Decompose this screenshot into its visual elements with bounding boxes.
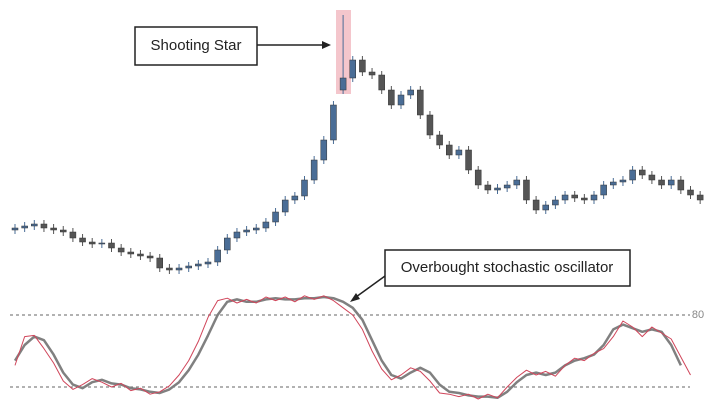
candle-body (561, 194, 569, 201)
candle-body (484, 184, 492, 191)
candle-body (233, 231, 241, 239)
candle-body (658, 179, 665, 186)
oscillator-line (14, 295, 691, 400)
candle-body (667, 179, 675, 186)
candle-body (195, 263, 202, 267)
marks: 80 (10, 15, 704, 400)
arrow (355, 275, 386, 298)
candle-body (291, 195, 299, 201)
candle-body (571, 194, 578, 199)
candle-body (88, 241, 96, 245)
annotation-box (134, 26, 258, 66)
candle-body (166, 267, 173, 271)
candle-body (349, 59, 356, 79)
annotation-box (384, 249, 631, 287)
candle-body (60, 229, 67, 233)
candle-body (40, 223, 48, 229)
candle-body (137, 253, 144, 257)
candle-body (455, 149, 463, 156)
candle-body (532, 199, 540, 211)
candle-body (677, 179, 685, 191)
candle-body (69, 231, 77, 239)
candle-body (590, 194, 598, 201)
candle-body (378, 74, 385, 91)
candle-body (494, 187, 501, 191)
candle-body (214, 249, 221, 263)
candle-body (581, 197, 588, 201)
y-tick-label: 80 (692, 309, 704, 321)
candle-body (648, 174, 656, 181)
candle-body (503, 184, 511, 189)
annotation: Shooting Star (151, 37, 242, 54)
candle-body (388, 89, 395, 106)
candle-body (146, 255, 154, 259)
candle-body (320, 139, 328, 161)
candle-body (224, 237, 231, 251)
candle-body (108, 242, 115, 249)
candle-body (687, 189, 694, 196)
candle-body (272, 211, 279, 223)
candle-body (639, 169, 646, 176)
candle-body (610, 181, 617, 186)
candle-body (243, 229, 250, 233)
candle-body (513, 179, 521, 186)
candle-body (523, 179, 530, 201)
candle-body (465, 149, 472, 171)
arrow-head (350, 293, 360, 302)
candle-body (600, 184, 607, 196)
candle-body (21, 225, 28, 229)
candle-body (204, 261, 212, 265)
candle-body (359, 59, 366, 73)
candle-body (127, 251, 135, 255)
candle-body (79, 237, 86, 243)
candle-body (253, 227, 260, 231)
candle-body (629, 169, 636, 181)
candle-body (330, 104, 337, 141)
candle-body (117, 247, 125, 253)
candle-body (446, 144, 453, 156)
candle-body (50, 227, 57, 231)
candle-body (368, 71, 376, 76)
candle-body (552, 199, 559, 206)
candle-body (426, 114, 434, 136)
candle-body (436, 134, 443, 146)
candle-body (175, 267, 183, 271)
candle-body (301, 179, 308, 197)
candle-body (619, 179, 627, 183)
candle-body (98, 242, 106, 245)
candle-body (310, 159, 318, 181)
candle-body (397, 94, 405, 106)
candle-body (156, 257, 163, 269)
arrow-head (322, 41, 331, 49)
candle-body (339, 77, 347, 91)
candle-body (31, 223, 38, 227)
candle-body (696, 194, 704, 201)
candle-body (407, 89, 414, 96)
candle-body (542, 204, 549, 211)
annotation: Overbought stochastic oscillator (401, 259, 614, 276)
oscillator-line (13, 295, 682, 400)
candle-body (185, 265, 192, 269)
candle-body (281, 199, 289, 213)
candle-body (417, 89, 424, 116)
candle-body (474, 169, 482, 186)
candle-body (11, 227, 19, 231)
candle-body (262, 221, 270, 229)
